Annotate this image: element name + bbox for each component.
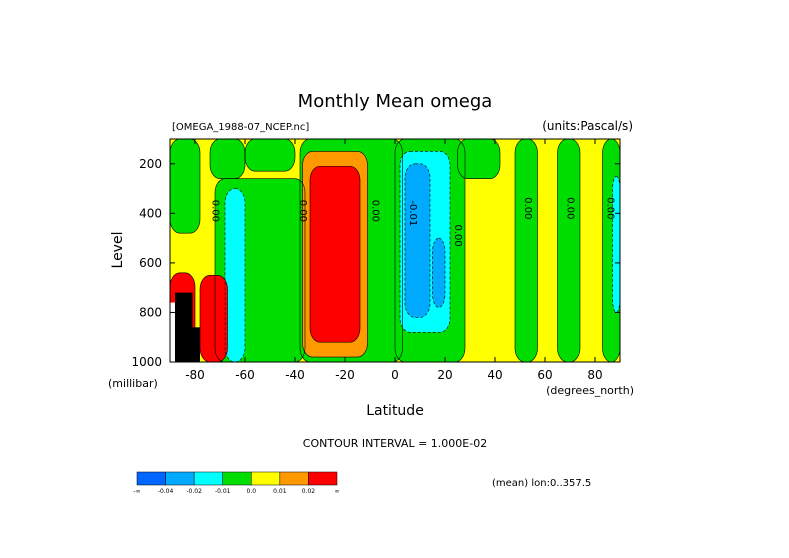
contour-line-5 bbox=[394, 139, 466, 362]
region-green-8 bbox=[557, 139, 580, 362]
contour-line-0 bbox=[170, 139, 201, 234]
missing-cell-0 bbox=[175, 292, 193, 362]
colorbar-label-0: -∞ bbox=[133, 488, 140, 495]
plot-area bbox=[170, 139, 620, 362]
x-tick-label-8: 80 bbox=[587, 368, 602, 382]
colorbar: -∞ -0.04 -0.02 -0.01 0.0 0.01 0.02 ∞ bbox=[133, 471, 340, 495]
region-cyan-10 bbox=[225, 188, 245, 362]
contour-line-3 bbox=[214, 178, 306, 362]
contour-label-2: 0.00 bbox=[370, 200, 381, 222]
x-tick-label-3: -20 bbox=[335, 368, 355, 382]
contour-line-2 bbox=[244, 139, 296, 172]
x-tick-label-1: -60 bbox=[235, 368, 255, 382]
contour-label-7: 0.00 bbox=[605, 197, 616, 219]
region-green-0 bbox=[170, 139, 200, 234]
contour-interval-text: CONTOUR INTERVAL = 1.000E-02 bbox=[303, 437, 487, 450]
colorbar-swatch-4 bbox=[251, 471, 281, 486]
colorbar-label-1: -0.04 bbox=[158, 488, 174, 495]
colorbar-label-2: -0.02 bbox=[186, 488, 202, 495]
contour-label-0: 0.00 bbox=[210, 200, 221, 222]
region-cyan-12 bbox=[612, 176, 620, 313]
region-green-1 bbox=[210, 139, 245, 179]
colorbar-label-3: -0.01 bbox=[215, 488, 231, 495]
region-lightblue-13 bbox=[405, 163, 430, 318]
chart-subtitle-left: [OMEGA_1988-07_NCEP.nc] bbox=[172, 122, 309, 133]
colorbar-swatch-3 bbox=[222, 471, 252, 486]
y-tick-label-4: 1000 bbox=[131, 355, 162, 369]
colorbar-swatch-1 bbox=[165, 471, 195, 486]
contour-line-15 bbox=[302, 151, 368, 358]
contour-line-4 bbox=[299, 139, 403, 362]
contour-labels: 0.00 0.00 0.00 -0.01 0.00 0.00 0.00 0.00 bbox=[210, 197, 616, 247]
mean-text: (mean) lon:0..357.5 bbox=[492, 478, 591, 489]
region-red-16 bbox=[310, 166, 360, 343]
colorbar-swatch-6 bbox=[308, 471, 338, 486]
missing-data-cells bbox=[170, 292, 200, 362]
contour-label-1: 0.00 bbox=[297, 200, 308, 222]
contour-lines bbox=[170, 139, 620, 362]
colorbar-swatch-2 bbox=[193, 471, 223, 486]
y-axis-label: Level bbox=[110, 232, 126, 269]
colorbar-label-4: 0.0 bbox=[247, 488, 257, 495]
x-tick-label-7: 60 bbox=[537, 368, 552, 382]
contour-line-10 bbox=[224, 188, 246, 362]
chart-title: Monthly Mean omega bbox=[298, 91, 493, 112]
x-tick-label-6: 40 bbox=[487, 368, 502, 382]
chart-subtitle-right: (units:Pascal/s) bbox=[542, 119, 633, 133]
y-axis-ticks: 200 400 600 800 1000 bbox=[131, 157, 620, 369]
contour-line-7 bbox=[514, 139, 538, 362]
x-tick-label-0: -80 bbox=[185, 368, 205, 382]
contour-line-14 bbox=[432, 237, 446, 308]
colorbar-label-7: ∞ bbox=[335, 488, 340, 495]
contour-line-12 bbox=[612, 175, 620, 313]
x-axis-label: Latitude bbox=[366, 403, 424, 419]
contour-label-4: 0.00 bbox=[452, 225, 463, 247]
y-tick-label-2: 600 bbox=[139, 256, 162, 270]
region-green-6 bbox=[457, 139, 500, 179]
white-cell-0 bbox=[170, 302, 175, 362]
contour-line-11 bbox=[399, 151, 451, 333]
x-tick-label-5: 20 bbox=[437, 368, 452, 382]
contour-line-16 bbox=[309, 165, 361, 343]
x-tick-label-2: -40 bbox=[285, 368, 305, 382]
colorbar-label-5: 0.01 bbox=[273, 488, 287, 495]
colorbar-swatch-5 bbox=[279, 471, 309, 486]
contour-fill-regions bbox=[170, 139, 620, 362]
y-tick-label-3: 800 bbox=[139, 305, 162, 319]
y-tick-label-0: 200 bbox=[139, 157, 162, 171]
contour-label-5: 0.00 bbox=[522, 197, 533, 219]
y-tick-label-1: 400 bbox=[139, 206, 162, 220]
x-axis-ticks: -80 -60 -40 -20 0 20 40 60 80 bbox=[185, 139, 603, 382]
region-red-18 bbox=[200, 275, 228, 362]
colorbar-swatch-0 bbox=[136, 471, 166, 486]
region-lightblue-14 bbox=[432, 238, 445, 308]
region-green-7 bbox=[515, 139, 538, 362]
y-axis-unit: (millibar) bbox=[108, 377, 158, 390]
missing-cell-1 bbox=[192, 327, 200, 362]
x-tick-label-4: 0 bbox=[391, 368, 399, 382]
x-axis-unit: (degrees_north) bbox=[546, 384, 634, 397]
contour-line-8 bbox=[557, 139, 581, 362]
contour-line-13 bbox=[404, 163, 431, 318]
region-green-2 bbox=[245, 139, 295, 172]
colorbar-label-6: 0.02 bbox=[302, 488, 316, 495]
contour-label-3: -0.01 bbox=[407, 200, 418, 226]
contour-label-6: 0.00 bbox=[565, 197, 576, 219]
contour-line-9 bbox=[602, 139, 620, 362]
contour-line-6 bbox=[457, 139, 501, 179]
